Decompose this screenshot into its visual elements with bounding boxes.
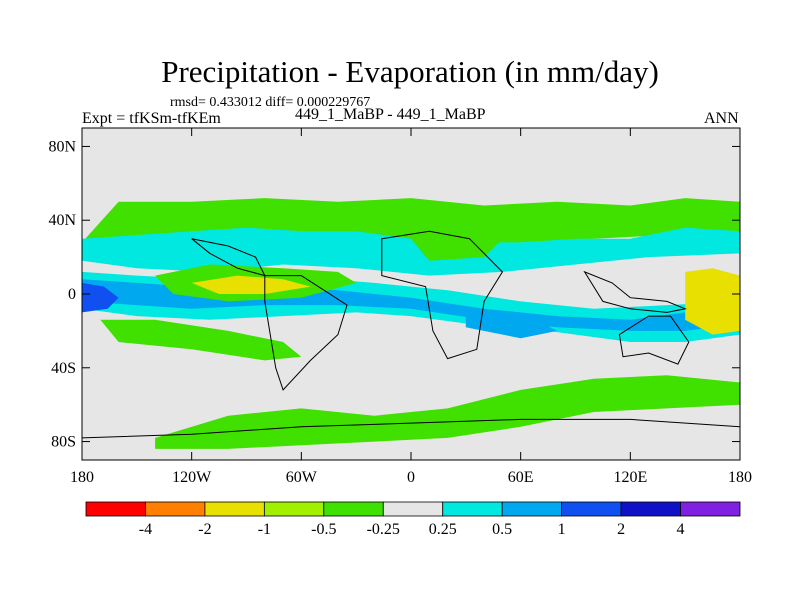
colorbar-swatch [323,501,384,517]
colorbar-label: 2 [617,521,625,538]
x-tick-label: 180 [728,469,752,486]
colorbar-label: 4 [677,521,685,538]
x-tick-label: 0 [407,469,415,486]
contour-central-pacific-yellow [191,275,311,294]
contour-south-pacific-green [100,319,302,361]
chart-title: Precipitation - Evaporation (in mm/day) [161,54,659,89]
colorbar-label: -1 [258,521,271,538]
coastline-antarctica [82,418,740,460]
y-tick-label: 40S [51,360,76,377]
coastline-maritime-continent [583,270,687,313]
colorbar-label: -0.25 [367,521,400,538]
coastline-australia [618,315,690,365]
contour-west-pacific-blue [82,282,119,313]
coastline-africa [381,230,504,360]
coastline-north-america-tip [191,238,266,277]
season-label: ANN [704,110,739,127]
contour-south-atlantic-blue [465,308,558,339]
colorbar-swatch [204,501,265,517]
experiment-label: Expt = tfKSm-tfKEm [82,110,221,127]
x-tick-label: 60W [286,469,318,486]
colorbar-swatch [620,501,681,517]
contour-southern-ocean-green [155,375,740,449]
colorbar-label: 0.5 [492,521,512,538]
contour-west-pacific-warm-pool [685,268,740,335]
y-tick-label: 0 [68,286,76,303]
colorbar-swatch [145,501,206,517]
colorbar-swatch [263,501,325,517]
colorbar-swatch [561,501,622,517]
colorbar-swatch [382,501,444,517]
stats-line: rmsd= 0.433012 diff= 0.000229767 [170,95,371,110]
y-tick-label: 40N [48,212,76,229]
contour-north-band-cyan [82,227,740,276]
case-label: 449_1_MaBP - 449_1_MaBP [295,106,486,123]
x-tick-label: 60E [508,469,534,486]
x-tick-label: 120E [613,469,647,486]
colorbar-swatch [442,501,503,517]
y-tick-label: 80N [48,138,76,155]
x-tick-label: 120W [172,469,212,486]
colorbar-swatch [85,501,146,517]
coastline-south-america [264,275,348,391]
colorbar-label: 0.25 [429,521,457,538]
colorbar-label: -0.5 [311,521,336,538]
y-tick-label: 80S [51,434,76,451]
colorbar-label: 1 [558,521,566,538]
colorbar-label: -4 [139,521,152,538]
colorbar-swatch [680,501,741,517]
contour-asia-green [411,231,503,261]
colorbar-swatch [501,501,563,517]
x-tick-label: 180 [70,469,94,486]
colorbar-label: -2 [198,521,211,538]
